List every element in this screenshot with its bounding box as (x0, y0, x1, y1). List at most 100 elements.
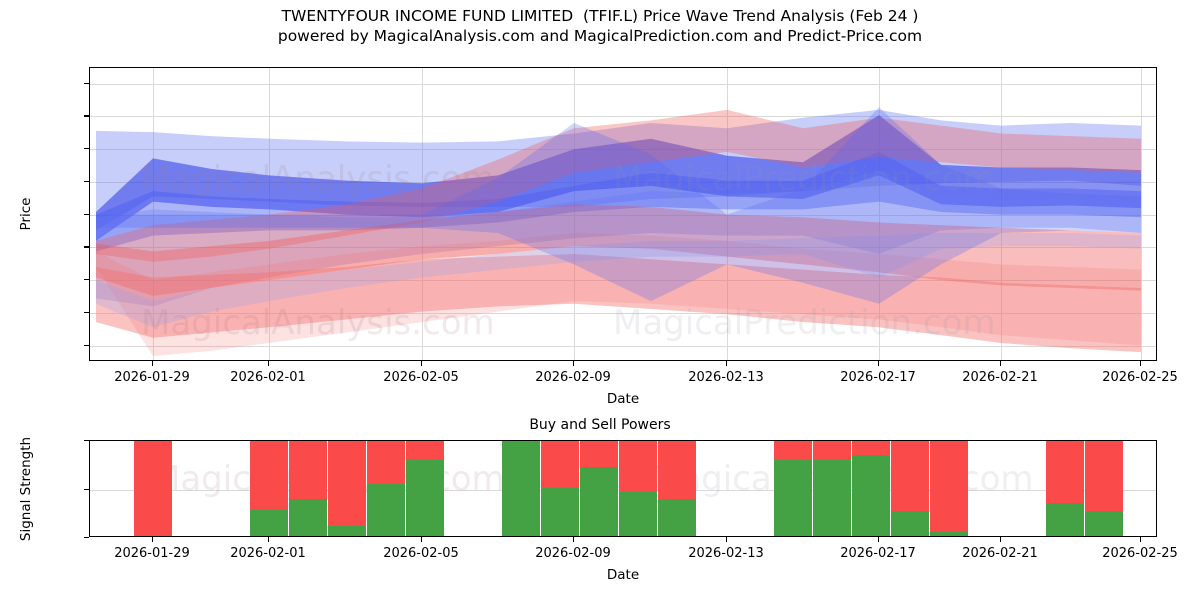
price-x-tick-mark (573, 361, 575, 366)
sell-power-segment (580, 441, 618, 468)
signal-bar[interactable] (502, 441, 540, 536)
price-x-tick-label: 2026-02-05 (383, 370, 459, 385)
sell-power-segment (250, 441, 288, 510)
price-y-tick-mark (84, 279, 89, 281)
signal-bar[interactable] (367, 441, 405, 536)
signal-bar[interactable] (541, 441, 579, 536)
gridline (90, 116, 1156, 118)
signal-bar[interactable] (289, 441, 327, 536)
price-x-tick-mark (878, 361, 880, 366)
buy-power-segment (289, 499, 327, 536)
signal-bar[interactable] (658, 441, 696, 536)
price-y-tick-mark (84, 148, 89, 150)
signal-x-tick-mark (268, 537, 270, 542)
buy-power-segment (813, 460, 851, 536)
signal-bar[interactable] (580, 441, 618, 536)
gridline (727, 68, 728, 360)
gridline (90, 312, 1156, 314)
price-x-tick-mark (1000, 361, 1002, 366)
sell-power-segment (930, 441, 968, 533)
gridline (574, 68, 575, 360)
signal-bar[interactable] (328, 441, 366, 536)
signal-x-tick-label: 2026-01-29 (114, 546, 190, 561)
wave-band (96, 233, 1141, 328)
signal-x-tick-mark (726, 537, 728, 542)
signal-x-tick-mark (1000, 537, 1002, 542)
signal-x-tick-label: 2026-02-09 (535, 546, 611, 561)
title-line-1: TWENTYFOUR INCOME FUND LIMITED (TFIF.L) … (281, 7, 919, 25)
buy-power-segment (1085, 510, 1123, 536)
signal-bar[interactable] (813, 441, 851, 536)
gridline (153, 68, 154, 360)
gridline (269, 68, 270, 360)
signal-y-tick-mark (84, 488, 89, 490)
sell-power-segment (406, 441, 444, 461)
buy-power-segment (930, 532, 968, 536)
signal-bar[interactable] (250, 441, 288, 536)
price-x-tick-label: 2026-02-17 (840, 370, 916, 385)
sell-power-segment (774, 441, 812, 461)
price-x-tick-label: 2026-02-01 (230, 370, 306, 385)
price-x-tick-label: 2026-02-09 (535, 370, 611, 385)
price-x-tick-mark (268, 361, 270, 366)
signal-x-tick-label: 2026-02-17 (840, 546, 916, 561)
buy-power-segment (502, 441, 540, 536)
signal-bar[interactable] (852, 441, 890, 536)
price-y-tick-mark (84, 213, 89, 215)
signal-y-tick-mark (84, 440, 89, 442)
price-y-tick-mark (84, 311, 89, 314)
sell-power-segment (619, 441, 657, 493)
signal-x-tick-mark (1140, 537, 1142, 542)
signal-bar[interactable] (406, 441, 444, 536)
price-x-tick-label: 2026-01-29 (114, 370, 190, 385)
signal-x-tick-mark (878, 537, 880, 542)
signal-bar[interactable] (930, 441, 968, 536)
sell-power-segment (1085, 441, 1123, 511)
signal-bar[interactable] (774, 441, 812, 536)
gridline (90, 214, 1156, 216)
signal-bar[interactable] (619, 441, 657, 536)
gridline (1141, 68, 1142, 360)
signal-x-axis-label: Date (606, 567, 640, 583)
price-plot-area[interactable]: MagicalAnalysis.com MagicalPrediction.com… (89, 67, 1157, 361)
signal-bar[interactable] (891, 441, 929, 536)
price-x-tick-label: 2026-02-21 (962, 370, 1038, 385)
sell-power-segment (658, 441, 696, 500)
sell-power-segment (134, 441, 172, 536)
price-y-axis-label: Price (18, 197, 34, 231)
signal-y-axis-label: Signal Strength (18, 436, 34, 541)
page-title: TWENTYFOUR INCOME FUND LIMITED (TFIF.L) … (0, 6, 1200, 46)
signal-x-tick-label: 2026-02-13 (688, 546, 764, 561)
price-wave-bands (96, 107, 1141, 357)
buy-power-segment (541, 487, 579, 536)
signal-x-tick-label: 2026-02-01 (230, 546, 306, 561)
buy-power-segment (619, 492, 657, 536)
price-x-axis-label: Date (606, 391, 640, 407)
wave-band (96, 204, 1141, 296)
price-x-tick-mark (152, 361, 154, 366)
price-x-tick-mark (1140, 361, 1142, 366)
price-x-tick-mark (726, 361, 728, 366)
buy-power-segment (774, 460, 812, 536)
price-x-tick-label: 2026-02-25 (1102, 370, 1178, 385)
sell-power-segment (367, 441, 405, 484)
wave-band (96, 151, 1141, 252)
sell-power-segment (289, 441, 327, 500)
price-y-tick-mark (84, 180, 89, 183)
buy-power-segment (658, 499, 696, 536)
price-y-tick-mark (84, 246, 89, 248)
signal-bar[interactable] (134, 441, 172, 536)
signal-bar[interactable] (1046, 441, 1084, 536)
sell-power-segment (852, 441, 890, 455)
buy-power-segment (1046, 503, 1084, 536)
sell-power-segment (1046, 441, 1084, 504)
price-y-tick-mark (84, 82, 89, 84)
sell-power-segment (328, 441, 366, 527)
wave-band (96, 253, 1141, 353)
wave-band (96, 233, 1141, 357)
gridline (90, 345, 1156, 347)
signal-bar[interactable] (1085, 441, 1123, 536)
buy-power-segment (406, 460, 444, 536)
gridline (1001, 68, 1002, 360)
